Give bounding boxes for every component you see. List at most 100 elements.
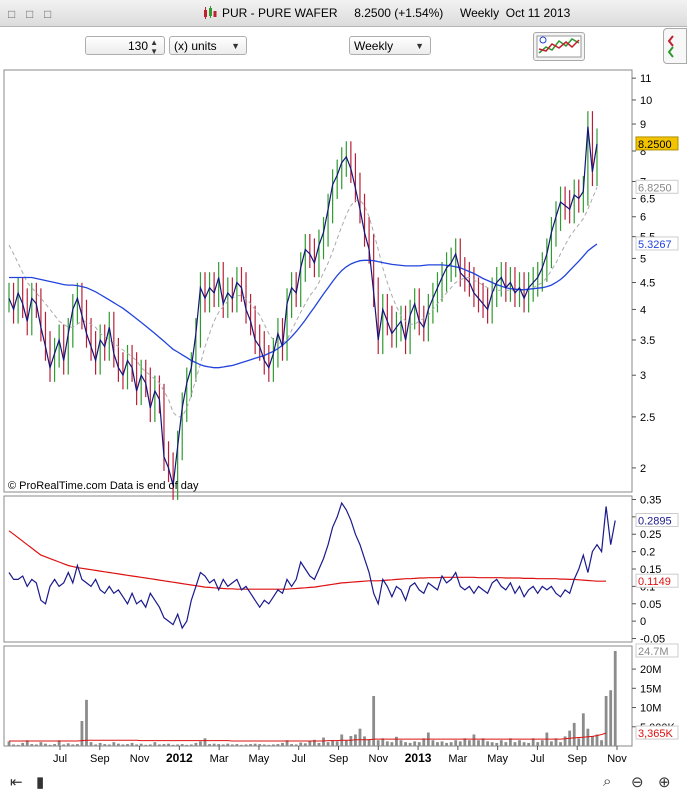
close-window-icon[interactable]: □ (8, 7, 16, 21)
y-tick-label: 15M (640, 683, 661, 695)
period-label: Weekly (354, 39, 394, 53)
volume-bar (367, 739, 371, 746)
volume-ma-value-label-bg (635, 725, 679, 740)
volume-bar (199, 741, 202, 746)
y-tick-label: 4 (640, 304, 646, 316)
volume-bar (258, 744, 262, 746)
volume-ma-value-label: 3,365K (638, 728, 674, 740)
volume-bar (217, 744, 221, 746)
volume-bar (162, 744, 166, 746)
volume-bar (390, 742, 394, 746)
volume-bar (463, 738, 467, 746)
stepper-icon[interactable]: ▲ ▼ (150, 38, 158, 56)
oscillator-ma-value-label-bg (635, 573, 679, 588)
volume-bar (57, 740, 61, 746)
units-type-label: (x) units (174, 39, 217, 53)
volume-bar (531, 738, 535, 746)
x-tick-label: Jul (530, 753, 544, 765)
price-chart[interactable]: 11109876.565.554.543.532.520.350.30.250.… (0, 0, 687, 770)
volume-bar (404, 742, 407, 746)
volume-bar (413, 741, 417, 746)
volume-bar (550, 741, 553, 746)
volume-bar (381, 738, 385, 746)
volume-bar (276, 744, 280, 746)
zoom-in-icon[interactable]: ⊕ (658, 774, 671, 791)
units-type-select[interactable]: (x) units ▼ (169, 36, 247, 55)
x-tick-label: Sep (90, 753, 110, 765)
volume-bar (609, 690, 613, 746)
volume-bar (577, 738, 581, 746)
x-tick-label: Jul (53, 753, 67, 765)
volume-bar (235, 744, 239, 746)
data-source-note: © ProRealTime.com Data is end of day (8, 480, 199, 492)
volume-bar (344, 740, 348, 746)
indicators-button[interactable] (533, 32, 585, 61)
volume-bar (185, 744, 189, 746)
units-count-input[interactable]: 130 ▲ ▼ (85, 36, 165, 56)
volume-bar (189, 744, 193, 746)
volume-bar (139, 743, 143, 746)
y-tick-label: 0.2 (640, 547, 655, 559)
volume-bar (303, 743, 307, 746)
x-tick-label: 2012 (166, 751, 193, 765)
maximize-window-icon[interactable]: □ (44, 7, 52, 21)
volume-bar (349, 736, 353, 746)
volume-bar (436, 742, 439, 746)
side-panel-toggle[interactable] (663, 28, 687, 64)
x-tick-label: 2013 (405, 751, 432, 765)
y-tick-label: 0.35 (640, 494, 661, 506)
volume-bar (559, 742, 562, 746)
volume-bar (600, 740, 603, 746)
zoom-cursor-icon[interactable]: ⌕ (603, 773, 612, 790)
volume-bar (75, 744, 79, 746)
x-tick-label: Sep (567, 753, 587, 765)
volume-bar (449, 742, 453, 746)
volume-bar (176, 744, 180, 746)
close-price-line (8, 126, 598, 486)
volume-bar (244, 744, 248, 746)
volume-bar (89, 742, 93, 746)
y-tick-label: 2 (640, 463, 646, 475)
volume-bar (53, 744, 56, 746)
volume-bar (71, 744, 75, 746)
candle-style-icon[interactable]: ▮ (36, 774, 45, 791)
volume-bar (167, 743, 170, 746)
volume-bar (572, 722, 576, 746)
y-tick-label: 0.15 (640, 564, 661, 576)
y-tick-label: -0.05 (640, 634, 665, 646)
panel-arrows-icon (667, 35, 674, 58)
volume-bar (308, 741, 312, 746)
volume-bar (148, 744, 152, 746)
y-tick-label: 0.05 (640, 599, 661, 611)
volume-bar (290, 744, 294, 746)
x-tick-label: Sep (329, 753, 349, 765)
volume-bar (253, 743, 257, 746)
volume-bar (285, 740, 289, 746)
volume-bar (267, 744, 271, 746)
volume-bar (335, 741, 339, 746)
volume-bar (135, 744, 139, 746)
window-titlebar: □ □ □ PUR - PURE WAFER 8.2500 (+1.54%) W… (0, 0, 687, 27)
minimize-window-icon[interactable]: □ (26, 7, 34, 21)
volume-bar (312, 739, 316, 746)
volume-bar (326, 742, 330, 746)
scroll-left-icon[interactable]: ⇤ (10, 774, 23, 791)
volume-bar (98, 742, 102, 746)
volume-bar (16, 744, 20, 746)
volume-bar (226, 743, 230, 746)
panel-frame-1 (3, 69, 633, 493)
zoom-out-icon[interactable]: ⊖ (631, 774, 644, 791)
volume-bar (158, 744, 161, 746)
volume-bar (363, 736, 366, 746)
volume-bar (180, 744, 184, 746)
volume-bar (518, 740, 521, 746)
chart-indicator-icon (536, 35, 582, 58)
volume-bar (536, 742, 540, 746)
x-tick-label: Mar (448, 753, 467, 765)
period-select[interactable]: Weekly ▼ (349, 36, 431, 55)
volume-bar (94, 744, 98, 746)
volume-bar (467, 740, 471, 746)
volume-bar (262, 744, 266, 746)
volume-bar (80, 721, 84, 746)
x-tick-label: May (249, 753, 270, 765)
